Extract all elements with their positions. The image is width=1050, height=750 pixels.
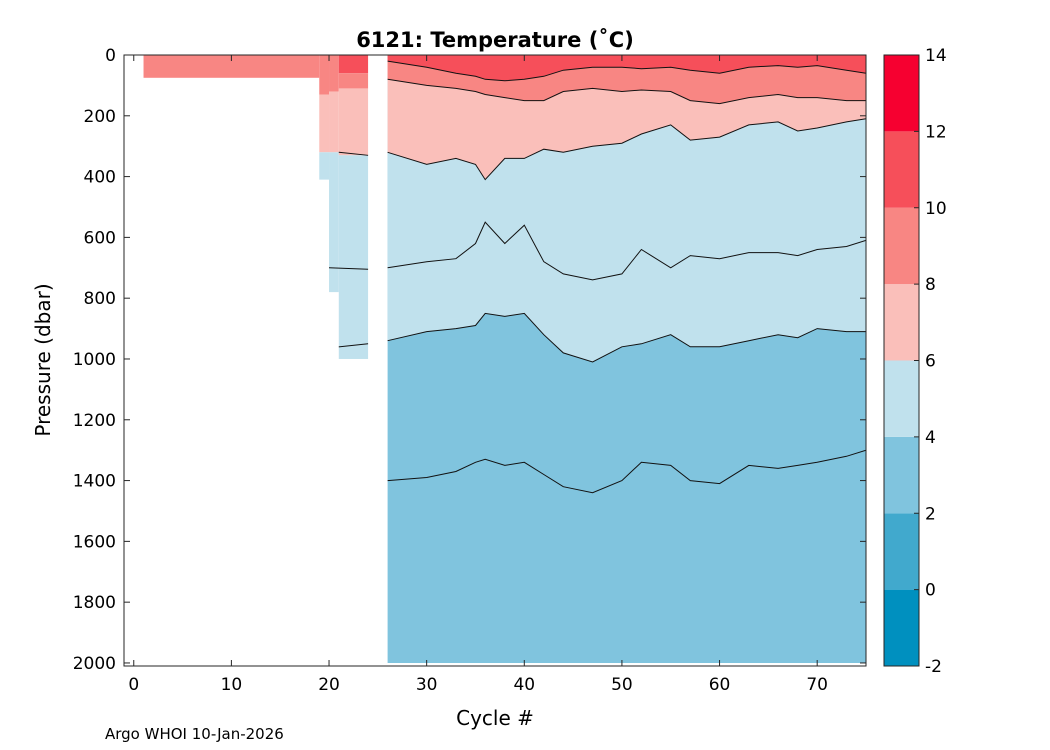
isotherm-4C — [387, 312, 866, 363]
y-tick-label: 400 — [84, 168, 116, 188]
y-tick-label: 1000 — [73, 350, 116, 370]
band-10-12C — [387, 55, 866, 81]
y-tick-label: 0 — [105, 46, 116, 66]
cycle-19-warm — [319, 55, 330, 95]
early-isotherm-4-5C — [329, 267, 369, 270]
colorbar-tick-label: 12 — [925, 122, 947, 142]
colorbar-segment — [884, 589, 919, 666]
early-isotherm-6C — [338, 151, 369, 156]
x-tick-label: 20 — [318, 675, 340, 695]
x-tick-label: 40 — [513, 675, 535, 695]
colorbar-segment — [884, 360, 919, 437]
cycle-20-mid — [329, 91, 339, 153]
x-tick-label: 50 — [611, 675, 633, 695]
colorbar-segment — [884, 207, 919, 285]
isotherm-8C — [387, 78, 866, 105]
x-axis-label: Cycle # — [456, 706, 534, 730]
cycle-20-deep — [329, 152, 339, 293]
early-warm-layer — [143, 55, 320, 78]
chart-title: 6121: Temperature (˚C) — [356, 28, 634, 52]
isotherm-3C — [387, 449, 866, 494]
x-tick-label: 30 — [416, 675, 438, 695]
isotherm-6C — [387, 118, 866, 181]
y-axis-label: Pressure (dbar) — [31, 283, 55, 436]
y-tick-label: 1600 — [73, 532, 116, 552]
cycle-19-deep — [319, 152, 330, 180]
cycles-21-23-warm — [338, 73, 369, 89]
isotherm-4-5C — [387, 221, 866, 281]
x-tick-label: 70 — [806, 675, 828, 695]
colorbar-tick-label: 2 — [925, 504, 936, 524]
colorbar-tick-label: 6 — [925, 352, 936, 372]
y-tick-label: 2000 — [73, 654, 116, 674]
colorbar: -2 0 2 4 6 8 10 12 14 — [883, 46, 947, 677]
colorbar-segment — [884, 131, 919, 208]
early-isotherm-4C — [338, 343, 369, 348]
y-tick-label: 800 — [84, 289, 116, 309]
colorbar-tick-label: 14 — [925, 46, 947, 66]
plot-area — [143, 55, 866, 663]
colorbar-tick-label: 10 — [925, 199, 947, 219]
colorbar-tick-label: -2 — [925, 657, 942, 677]
plot-frame — [123, 54, 867, 667]
colorbar-segment — [884, 436, 919, 514]
y-axis: 0 200 400 600 800 1000 1200 1400 1600 1800 2000 — [73, 46, 866, 674]
colorbar-tick-label: 4 — [925, 428, 936, 448]
footer-credit: Argo WHOI 10-Jan-2026 — [105, 725, 284, 743]
cycles-21-23-top — [338, 55, 369, 74]
cycle-20-warm — [329, 55, 339, 92]
isotherm-contours — [329, 60, 866, 494]
cycles-21-23-mid — [338, 88, 369, 156]
isotherm-10C — [387, 60, 866, 82]
y-tick-label: 1200 — [73, 411, 116, 431]
temperature-field — [143, 55, 866, 663]
colorbar-segment — [884, 55, 919, 132]
x-tick-label: 10 — [221, 675, 243, 695]
y-tick-label: 1800 — [73, 593, 116, 613]
colorbar-segment — [884, 513, 919, 590]
cycles-21-23-deep — [338, 155, 369, 359]
x-axis: 0 10 20 30 40 50 60 70 — [128, 55, 828, 695]
y-tick-label: 600 — [84, 228, 116, 248]
y-tick-label: 200 — [84, 107, 116, 127]
x-tick-label: 60 — [709, 675, 731, 695]
colorbar-tick-label: 0 — [925, 581, 936, 601]
colorbar-tick-label: 8 — [925, 275, 936, 295]
y-tick-label: 1400 — [73, 472, 116, 492]
colorbar-segment — [884, 284, 919, 361]
x-tick-label: 0 — [128, 675, 139, 695]
cycle-19-mid — [319, 94, 330, 153]
